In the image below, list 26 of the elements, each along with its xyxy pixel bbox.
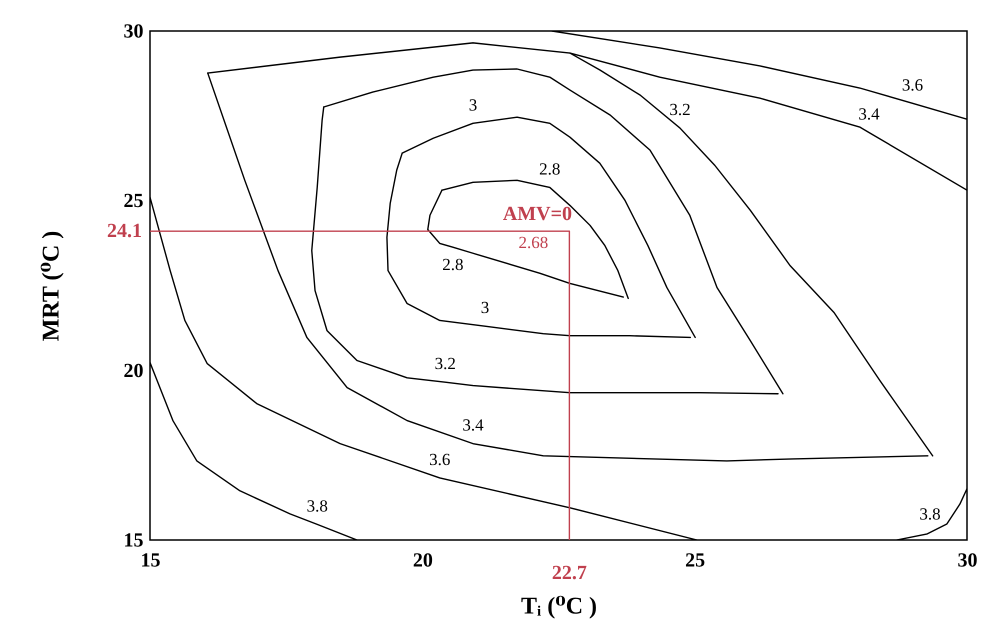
x-tick-label: 30 — [958, 550, 978, 572]
x-tick-label: 15 — [140, 550, 160, 572]
annotation: 3.8 — [919, 504, 941, 524]
annotation: AMV=0 — [502, 203, 572, 226]
annotation: 2.8 — [442, 255, 464, 274]
x-tick-label: 20 — [412, 550, 433, 572]
annotation: 3.2 — [669, 100, 691, 120]
x-tick-label: 25 — [685, 550, 706, 572]
y-tick-label: 25 — [124, 190, 144, 212]
annotation: 3.8 — [306, 496, 328, 516]
y-tick-label: 15 — [124, 530, 144, 552]
annotation: 24.1 — [107, 220, 142, 242]
y-axis-title: MRT (⁰C ) — [38, 230, 64, 342]
annotation: 2.8 — [539, 159, 560, 178]
annotation: 3.6 — [902, 75, 924, 94]
annotation: 3 — [468, 95, 478, 114]
x-axis-title: Tᵢ (⁰C ) — [520, 594, 598, 620]
y-tick-label: 30 — [124, 20, 144, 42]
annotation: 22.7 — [552, 562, 587, 584]
annotation: 3 — [480, 298, 490, 318]
annotation: 3.4 — [858, 104, 880, 124]
annotation: 3.4 — [462, 416, 484, 435]
annotation: 3.6 — [429, 450, 450, 469]
y-tick-label: 20 — [124, 360, 144, 382]
annotation: 3.2 — [434, 354, 456, 374]
annotation: 2.68 — [518, 233, 548, 252]
